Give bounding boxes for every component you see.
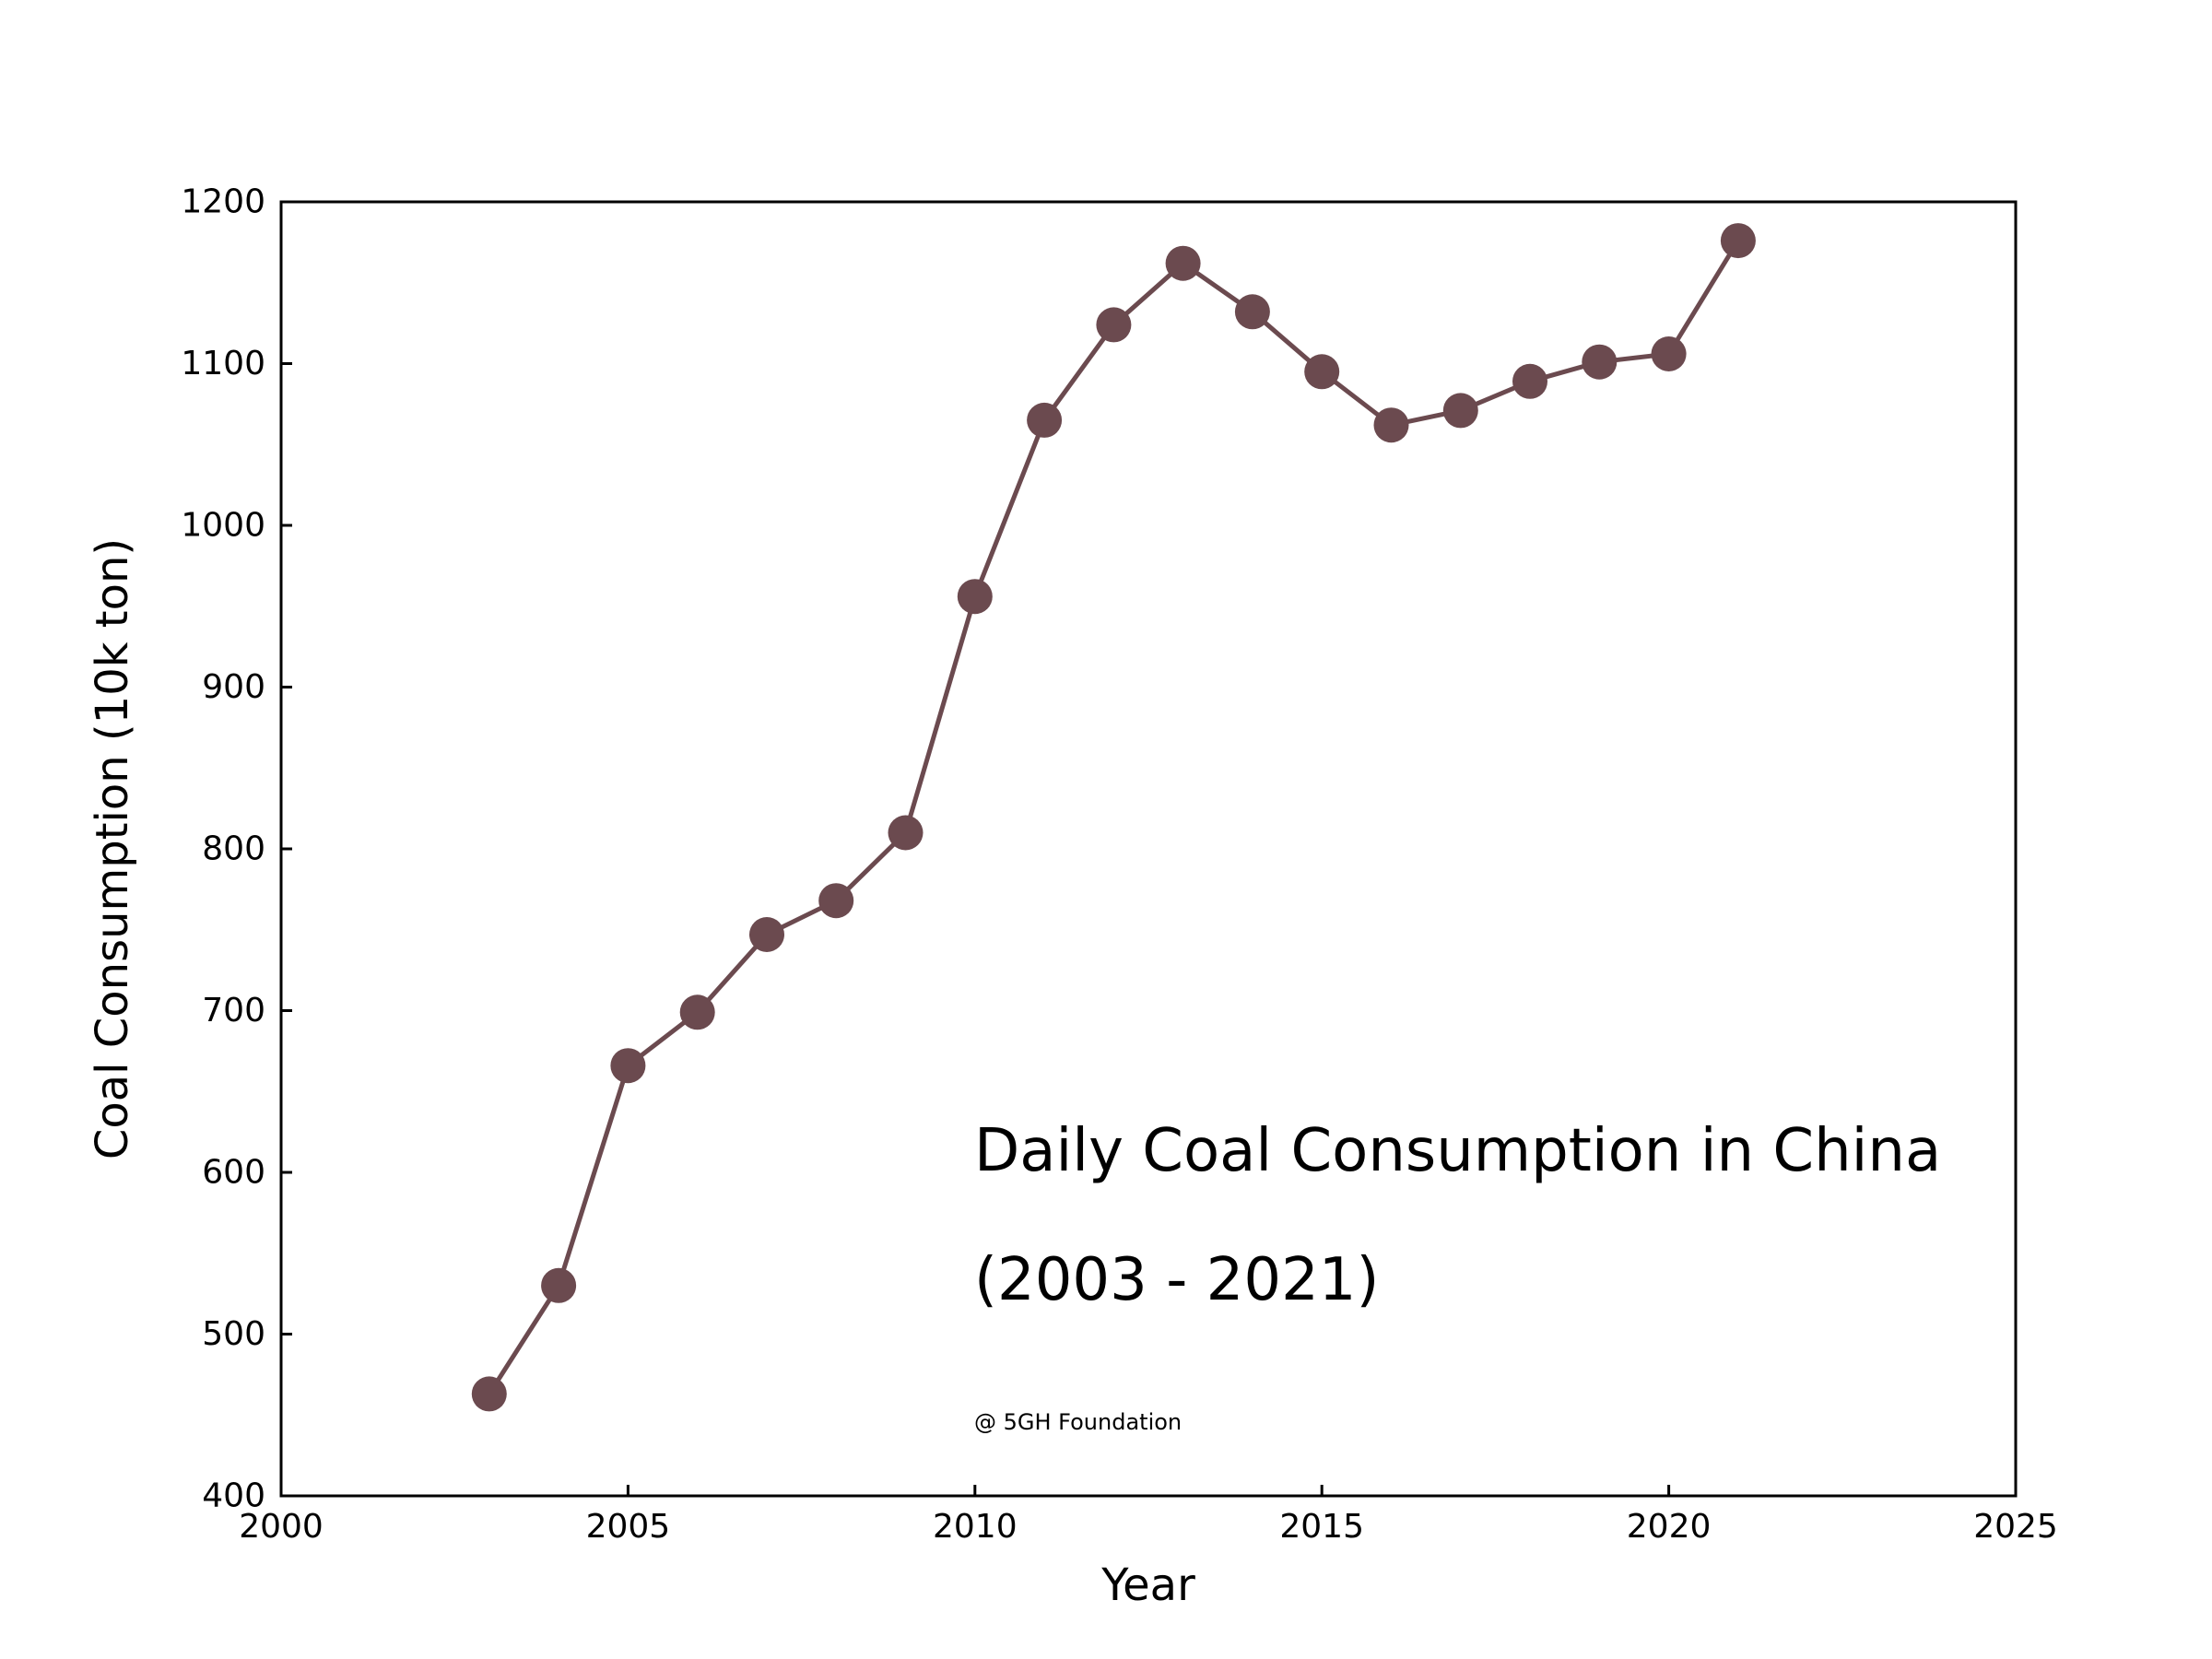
y-axis-title: Coal Consumption (10k ton) xyxy=(87,538,138,1159)
y-tick-label: 1000 xyxy=(181,507,265,545)
data-point xyxy=(1512,363,1547,399)
data-point xyxy=(471,1376,507,1412)
data-point xyxy=(610,1048,646,1084)
y-tick-label: 700 xyxy=(202,992,265,1030)
data-point xyxy=(888,815,924,851)
data-point xyxy=(1165,245,1201,281)
x-tick-label: 2000 xyxy=(239,1508,324,1546)
x-tick-label: 2010 xyxy=(933,1508,1018,1546)
x-axis-title: Year xyxy=(1100,1559,1195,1611)
annotation-subtitle: (2003 - 2021) xyxy=(974,1246,1379,1314)
y-tick-label: 500 xyxy=(202,1315,265,1353)
data-point xyxy=(1442,393,1478,429)
annotation-title: Daily Coal Consumption in China xyxy=(974,1117,1941,1185)
y-tick-label: 1200 xyxy=(181,183,265,221)
data-point xyxy=(1096,307,1132,343)
credit-text: @ 5GH Foundation xyxy=(974,1409,1182,1435)
data-point xyxy=(1373,407,1409,443)
y-tick-label: 600 xyxy=(202,1154,265,1192)
y-tick-label: 900 xyxy=(202,668,265,706)
x-tick-label: 2025 xyxy=(1973,1508,2058,1546)
data-points xyxy=(471,223,1756,1412)
data-point xyxy=(1027,402,1063,438)
x-tick-label: 2015 xyxy=(1279,1508,1364,1546)
y-tick-label: 400 xyxy=(202,1477,265,1515)
data-point xyxy=(749,917,784,952)
x-tick-label: 2005 xyxy=(586,1508,671,1546)
data-point xyxy=(541,1267,577,1303)
y-tick-label: 1100 xyxy=(181,345,265,382)
data-point xyxy=(679,994,715,1030)
x-tick-label: 2020 xyxy=(1627,1508,1712,1546)
data-point xyxy=(1651,336,1687,371)
x-axis: 2000 2005 2010 2015 2020 2025 xyxy=(239,1485,2058,1546)
data-point xyxy=(818,883,854,919)
y-axis: 400 500 600 700 800 900 1000 1100 1200 xyxy=(181,183,292,1515)
data-point xyxy=(957,579,993,615)
y-tick-label: 800 xyxy=(202,830,265,868)
data-point xyxy=(1234,294,1270,330)
data-point xyxy=(1720,223,1756,259)
data-point xyxy=(1582,344,1618,380)
data-point xyxy=(1304,354,1340,390)
